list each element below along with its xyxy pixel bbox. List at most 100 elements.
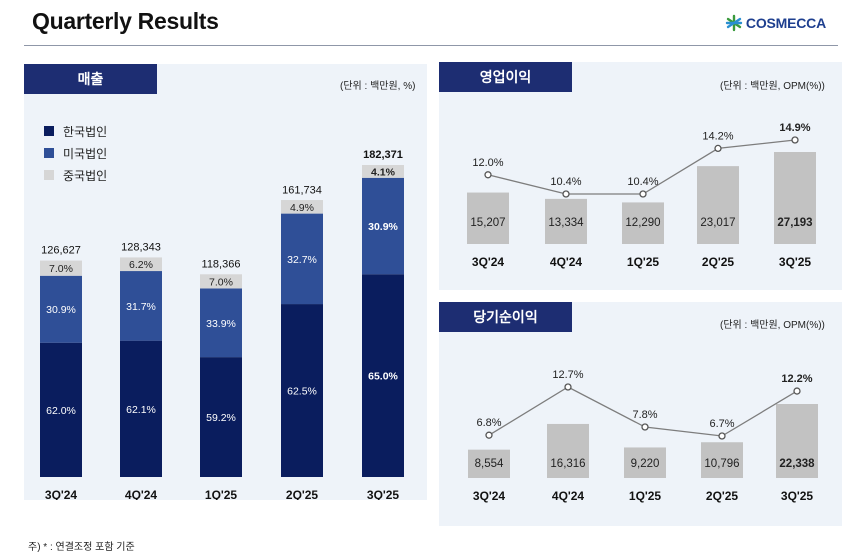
category-label: 1Q'25 bbox=[205, 488, 238, 500]
net-income-unit: (단위 : 백만원, OPM(%)) bbox=[720, 320, 825, 331]
category-label: 4Q'24 bbox=[552, 489, 585, 503]
bar-segment-1 bbox=[40, 342, 82, 477]
footnote: 주) * : 연결조정 포함 기준 bbox=[28, 542, 135, 553]
bar bbox=[701, 442, 743, 478]
category-label: 2Q'25 bbox=[286, 488, 319, 500]
total-label: 182,371 bbox=[363, 149, 403, 161]
margin-label: 12.2% bbox=[781, 373, 812, 385]
legend-swatch-china bbox=[44, 170, 54, 180]
segment-label: 7.0% bbox=[49, 263, 73, 275]
net-income-panel: 당기순이익 bbox=[439, 302, 842, 526]
bar-segment-2 bbox=[120, 271, 162, 341]
bar-value-label: 22,338 bbox=[779, 458, 815, 470]
legend-item-korea: 한국법인 bbox=[44, 120, 107, 142]
bar-segment-1 bbox=[200, 357, 242, 477]
margin-label: 14.2% bbox=[702, 130, 733, 142]
bar-segment-3 bbox=[120, 257, 162, 272]
bar-value-label: 23,017 bbox=[700, 217, 735, 229]
logo-star-icon bbox=[725, 14, 743, 32]
bar bbox=[776, 404, 818, 478]
bar-segment-2 bbox=[200, 288, 242, 358]
bar-value-label: 10,796 bbox=[704, 458, 739, 470]
revenue-chart: 62.0% 30.9% 7.0% 126,627 3Q'24 62.1% 31.7% 6.2%… bbox=[40, 149, 404, 500]
margin-point bbox=[714, 144, 722, 153]
category-label: 3Q'24 bbox=[473, 489, 506, 503]
category-label: 3Q'25 bbox=[367, 488, 400, 500]
segment-label: 4.1% bbox=[371, 166, 396, 178]
bar-segment-2 bbox=[362, 177, 404, 275]
bar bbox=[622, 202, 664, 244]
net-income-tab: 당기순이익 bbox=[439, 302, 572, 332]
bar-segment-1 bbox=[120, 340, 162, 477]
legend-label-usa: 미국법인 bbox=[63, 146, 108, 161]
segment-label: 31.7% bbox=[126, 301, 156, 313]
margin-label: 6.8% bbox=[476, 417, 501, 429]
category-label: 3Q'24 bbox=[472, 255, 505, 269]
margin-point bbox=[641, 423, 649, 431]
segment-label: 59.2% bbox=[206, 412, 236, 424]
legend-swatch-korea bbox=[44, 126, 54, 136]
category-label: 3Q'24 bbox=[45, 488, 78, 500]
bar-segment-1 bbox=[281, 304, 323, 477]
margin-label: 14.9% bbox=[779, 122, 810, 134]
margin-point bbox=[791, 136, 799, 144]
category-label: 1Q'25 bbox=[629, 489, 662, 503]
bar-value-label: 12,290 bbox=[625, 217, 660, 229]
bar-segment-3 bbox=[362, 165, 404, 178]
category-label: 3Q'25 bbox=[779, 255, 812, 269]
revenue-legend: 한국법인 미국법인 중국법인 bbox=[44, 120, 107, 186]
segment-label: 62.0% bbox=[46, 405, 76, 417]
segment-label: 62.5% bbox=[287, 386, 317, 398]
category-label: 2Q'25 bbox=[702, 255, 735, 269]
bar-segment-3 bbox=[281, 200, 323, 214]
op-income-unit: (단위 : 백만원, OPM(%)) bbox=[720, 81, 825, 92]
segment-label: 62.1% bbox=[126, 404, 156, 416]
legend-item-usa: 미국법인 bbox=[44, 142, 107, 164]
net-income-chart: 8,554 3Q'24 16,316 4Q'24 9,220 1Q'25 10,796 2Q'… bbox=[468, 369, 818, 503]
op-income-chart: 15,207 3Q'24 13,334 4Q'24 12,290 1Q'25 23,017 2… bbox=[467, 122, 816, 269]
margin-point bbox=[485, 431, 493, 439]
bar-value-label: 16,316 bbox=[550, 458, 585, 470]
bar-segment-2 bbox=[281, 213, 323, 305]
total-label: 118,366 bbox=[202, 258, 241, 270]
segment-label: 7.0% bbox=[209, 276, 233, 288]
margin-label: 12.7% bbox=[552, 369, 583, 381]
margin-label: 10.4% bbox=[627, 176, 658, 188]
margin-point bbox=[793, 387, 801, 395]
bar-value-label: 27,193 bbox=[777, 217, 812, 229]
logo-text: COSMECCA bbox=[745, 15, 826, 31]
total-label: 128,343 bbox=[121, 241, 161, 253]
legend-label-korea: 한국법인 bbox=[63, 124, 108, 139]
margin-label: 7.8% bbox=[632, 409, 657, 421]
category-label: 2Q'25 bbox=[706, 489, 739, 503]
segment-label: 4.9% bbox=[290, 202, 314, 214]
legend-item-china: 중국법인 bbox=[44, 164, 107, 186]
bar bbox=[468, 449, 510, 478]
revenue-tab: 매출 bbox=[24, 64, 157, 94]
category-label: 4Q'24 bbox=[125, 488, 158, 500]
category-label: 1Q'25 bbox=[627, 255, 660, 269]
header-divider bbox=[24, 45, 838, 46]
legend-label-china: 중국법인 bbox=[63, 168, 108, 183]
bar-segment-3 bbox=[200, 274, 242, 289]
margin-point bbox=[564, 383, 572, 391]
margin-point bbox=[718, 432, 726, 440]
category-label: 4Q'24 bbox=[550, 255, 583, 269]
margin-label: 6.7% bbox=[709, 418, 734, 430]
total-label: 161,734 bbox=[282, 184, 322, 196]
bar-value-label: 8,554 bbox=[475, 458, 504, 470]
bar bbox=[545, 198, 587, 244]
company-logo: COSMECCA bbox=[725, 14, 826, 32]
segment-label: 32.7% bbox=[287, 254, 317, 266]
bar-value-label: 15,207 bbox=[470, 217, 505, 229]
segment-label: 30.9% bbox=[368, 221, 398, 233]
margin-point bbox=[639, 190, 647, 198]
segment-label: 6.2% bbox=[129, 259, 153, 271]
segment-label: 30.9% bbox=[46, 304, 76, 316]
bar bbox=[547, 423, 589, 478]
bar-value-label: 9,220 bbox=[631, 458, 660, 470]
total-label: 126,627 bbox=[41, 244, 81, 256]
margin-point bbox=[484, 171, 492, 179]
segment-label: 65.0% bbox=[368, 371, 398, 383]
bar bbox=[774, 152, 816, 244]
